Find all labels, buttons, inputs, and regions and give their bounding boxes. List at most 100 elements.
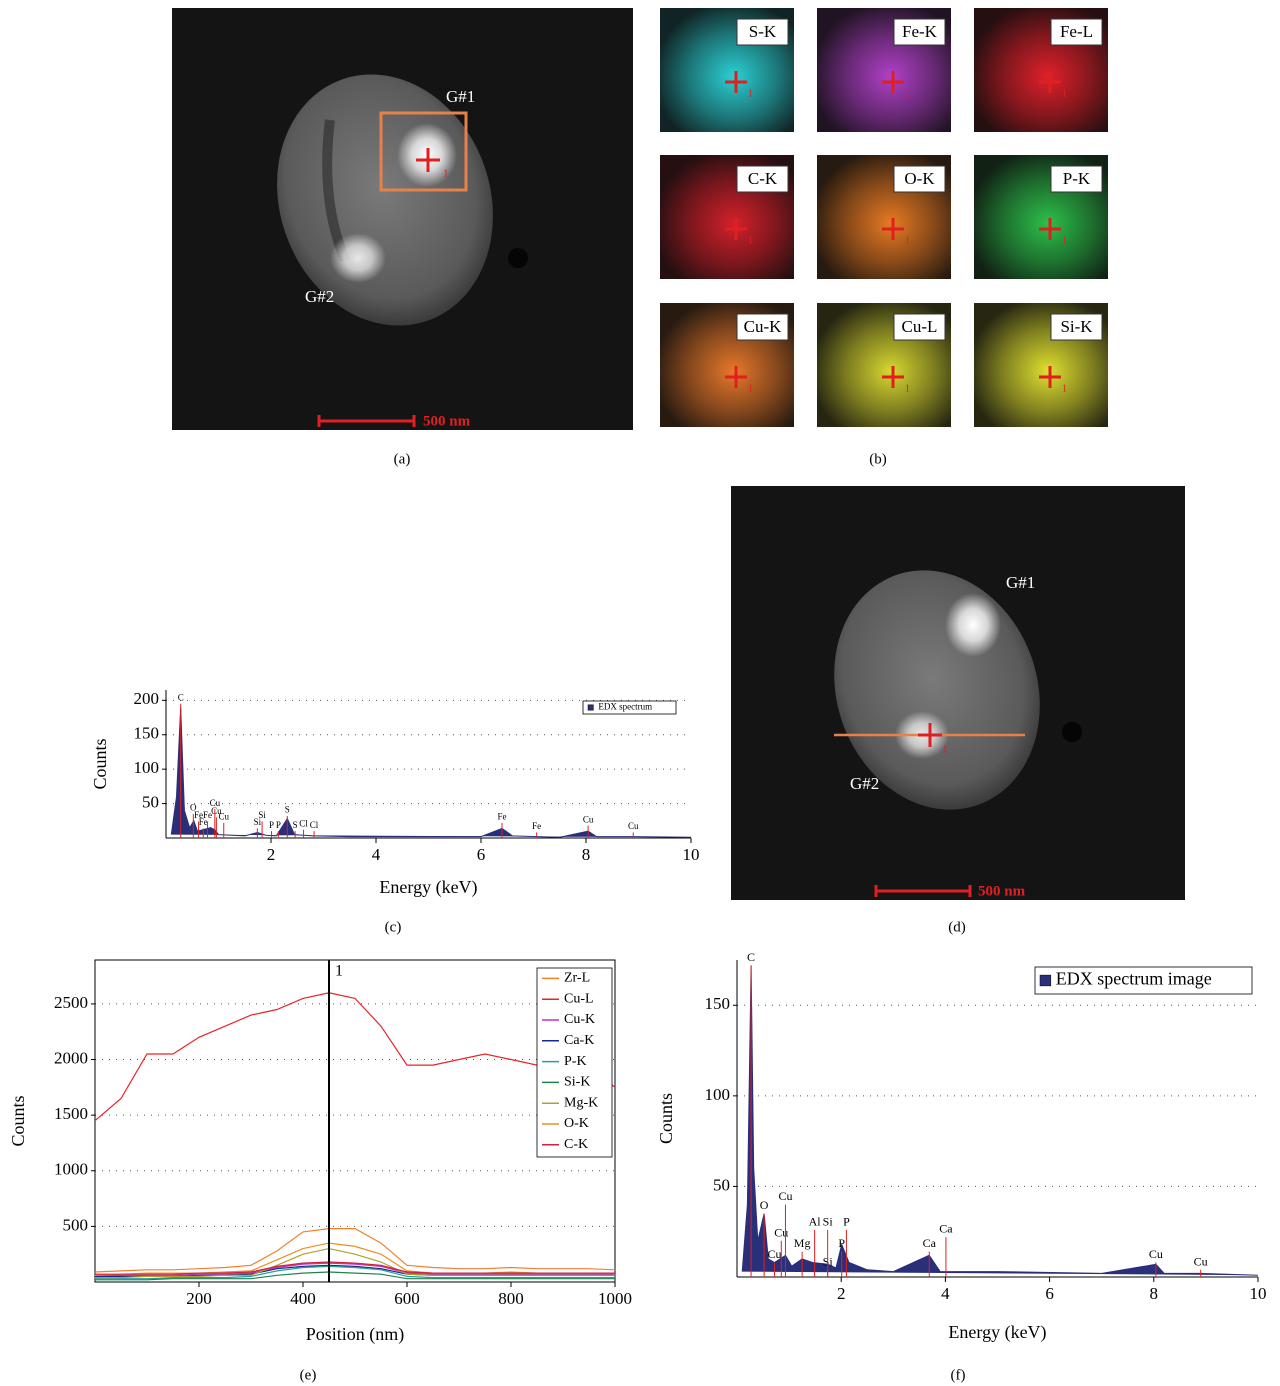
element-map: 1 Fe-K bbox=[817, 8, 951, 132]
legend-label: P-K bbox=[564, 1054, 587, 1069]
legend-box bbox=[582, 700, 677, 715]
peak-label: Cu bbox=[1194, 1254, 1208, 1268]
peak-label: Mg bbox=[794, 1236, 811, 1250]
peak-label: Cu bbox=[210, 798, 221, 808]
marker-label: 1 bbox=[942, 744, 948, 756]
panel-label: (e) bbox=[300, 1367, 317, 1383]
x-tick-label: 10 bbox=[683, 845, 700, 864]
peak-label: Cl bbox=[310, 820, 319, 830]
map-label: Cu-L bbox=[902, 317, 938, 336]
element-map: 1 O-K bbox=[817, 155, 951, 279]
x-axis-label: Energy (keV) bbox=[948, 1322, 1046, 1343]
panel-label: (f) bbox=[951, 1367, 966, 1383]
peak-label: Fe bbox=[532, 821, 541, 831]
map-label-box bbox=[893, 18, 946, 46]
y-tick-label: 1000 bbox=[54, 1160, 88, 1179]
y-tick-label: 2500 bbox=[54, 993, 88, 1012]
x-tick-label: 2 bbox=[267, 845, 276, 864]
y-tick-label: 50 bbox=[142, 792, 159, 811]
line-series bbox=[95, 1261, 615, 1275]
peak-label: Fe bbox=[194, 810, 203, 820]
y-tick-label: 150 bbox=[134, 724, 160, 743]
region-label: G#2 bbox=[305, 287, 334, 306]
x-tick-label: 6 bbox=[477, 845, 486, 864]
region-label: G#2 bbox=[850, 774, 879, 793]
map-label: Cu-K bbox=[744, 317, 783, 336]
peak-label: Cu bbox=[768, 1247, 782, 1261]
y-tick-label: 50 bbox=[713, 1175, 730, 1194]
chart: 500 1000 1500 2000 2500 200 400 600 800 1000 Posit… bbox=[8, 959, 632, 1345]
peak-label: Cu bbox=[628, 821, 639, 831]
map-label: Si-K bbox=[1060, 317, 1093, 336]
map-label-box bbox=[736, 313, 789, 341]
line-series bbox=[94, 1228, 616, 1273]
legend-label: EDX spectrum bbox=[598, 702, 652, 712]
element-map: 1 Cu-L bbox=[817, 303, 951, 427]
peak-label: S bbox=[285, 805, 290, 815]
line-series bbox=[95, 1265, 615, 1280]
element-map: 1 S-K bbox=[660, 8, 794, 132]
y-tick-label: 200 bbox=[134, 689, 160, 708]
marker-label: 1 bbox=[905, 235, 910, 246]
element-maps: 1 S-K 1 Fe-K 1 Fe-L 1 C-K 1 O-K 1 P-K 1 Cu-K 1 Cu-L 1 Si-… bbox=[660, 8, 1108, 427]
panel-label: (b) bbox=[869, 451, 887, 467]
element-map: 1 Fe-L bbox=[974, 8, 1108, 132]
line-series bbox=[94, 1242, 615, 1276]
map-label: P-K bbox=[1063, 169, 1091, 188]
peak-label: Cu bbox=[583, 814, 594, 824]
peak-label: C bbox=[178, 692, 184, 702]
marker-label: 1 bbox=[1062, 235, 1067, 246]
line-series bbox=[95, 1271, 615, 1281]
map-label-box bbox=[893, 165, 946, 193]
x-axis-label: Position (nm) bbox=[306, 1324, 405, 1345]
x-tick-label: 8 bbox=[582, 845, 591, 864]
map-label: O-K bbox=[904, 169, 935, 188]
map-label: Fe-L bbox=[1060, 22, 1093, 41]
y-axis-label: Counts bbox=[656, 1093, 676, 1144]
peak-label: Cu bbox=[211, 806, 222, 816]
marker-label: 1 bbox=[1062, 383, 1067, 394]
peak-label: Fe bbox=[498, 812, 507, 822]
peak-label: P bbox=[276, 820, 281, 830]
region-label: G#1 bbox=[1006, 573, 1035, 592]
peak-label: P bbox=[843, 1214, 850, 1228]
peak-label: Fe bbox=[199, 817, 208, 827]
peak-label: Ca bbox=[939, 1222, 953, 1236]
legend-label: EDX spectrum image bbox=[1056, 969, 1212, 989]
scale-bar-label: 500 nm bbox=[423, 413, 471, 429]
element-map: 1 C-K bbox=[660, 155, 794, 279]
legend-label: Ca-K bbox=[564, 1033, 594, 1048]
legend-swatch bbox=[1039, 974, 1052, 987]
y-tick-label: 100 bbox=[705, 1085, 731, 1104]
marker-label: 1 bbox=[1062, 88, 1067, 99]
peak-label: Al bbox=[809, 1214, 822, 1228]
plot-frame bbox=[94, 959, 616, 1283]
legend-label: Si-K bbox=[564, 1075, 590, 1090]
map-label: Fe-K bbox=[902, 22, 938, 41]
peak-label: O bbox=[760, 1198, 769, 1212]
element-map: 1 Si-K bbox=[974, 303, 1108, 427]
x-tick-label: 800 bbox=[498, 1289, 524, 1308]
y-tick-label: 2000 bbox=[54, 1048, 88, 1067]
marker-label: 1 bbox=[748, 383, 753, 394]
peak-label: Si bbox=[254, 817, 262, 827]
marker-label: 1 bbox=[905, 383, 910, 394]
peak-label: S bbox=[293, 820, 298, 830]
map-label-box bbox=[1050, 18, 1103, 46]
y-axis-label: Counts bbox=[90, 738, 110, 789]
x-tick-label: 200 bbox=[186, 1289, 212, 1308]
map-label-box bbox=[893, 313, 946, 341]
peak-label: P bbox=[269, 820, 274, 830]
peak-label: P bbox=[838, 1236, 845, 1250]
peak-label: Cu bbox=[1149, 1247, 1163, 1261]
legend-label: O-K bbox=[564, 1116, 589, 1131]
legend-label: Cu-K bbox=[564, 1012, 595, 1027]
x-tick-label: 4 bbox=[941, 1284, 950, 1303]
peak-label: Si bbox=[258, 810, 266, 820]
y-tick-label: 150 bbox=[705, 994, 731, 1013]
x-tick-label: 10 bbox=[1250, 1284, 1267, 1303]
map-label-box bbox=[1050, 313, 1103, 341]
